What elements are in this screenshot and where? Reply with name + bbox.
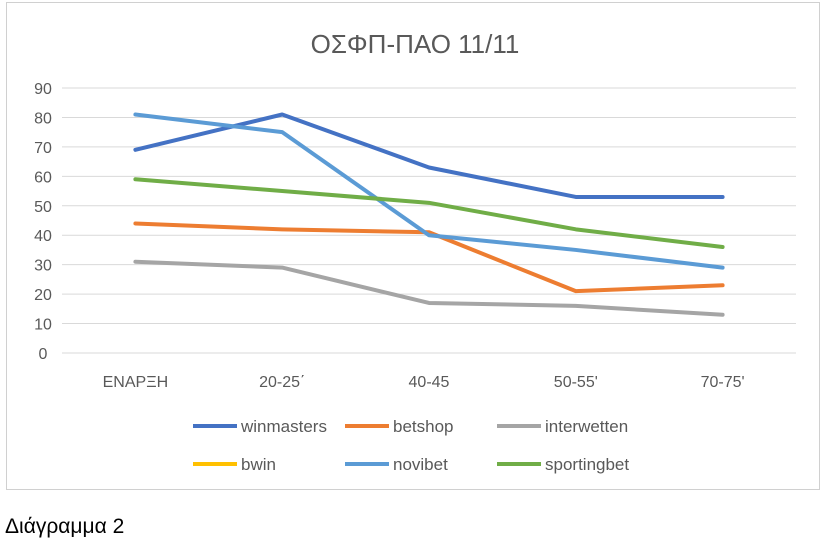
y-tick-label: 20	[34, 287, 52, 304]
x-tick-label: 70-75'	[701, 374, 745, 391]
x-axis-ticks: ΕΝΑΡΞΗ 20-25΄ 40-45 50-55' 70-75'	[103, 374, 745, 391]
y-tick-label: 30	[34, 258, 52, 275]
series-lines	[133, 112, 725, 317]
y-tick-label: 50	[34, 199, 52, 216]
y-tick-label: 90	[34, 81, 52, 98]
series-line-novibet	[133, 112, 725, 270]
y-tick-label: 60	[34, 169, 52, 186]
chart-frame: ΟΣΦΠ-ΠΑΟ 11/11 0 10 20 30 40 50 60 70 80 90 ΕΝΑΡΞ…	[6, 2, 820, 490]
series-line-interwetten	[133, 259, 725, 317]
legend-label-winmasters: winmasters	[240, 417, 327, 436]
legend-label-novibet: novibet	[393, 455, 448, 474]
series-line-sportingbet	[133, 177, 725, 249]
y-axis-ticks: 0 10 20 30 40 50 60 70 80 90	[34, 81, 52, 363]
line-chart: ΟΣΦΠ-ΠΑΟ 11/11 0 10 20 30 40 50 60 70 80 90 ΕΝΑΡΞ…	[34, 29, 796, 474]
x-tick-label: 20-25΄	[259, 374, 305, 391]
figure-caption: Διάγραμμα 2	[5, 515, 125, 538]
y-tick-label: 70	[34, 140, 52, 157]
chart-title: ΟΣΦΠ-ΠΑΟ 11/11	[311, 29, 520, 59]
x-tick-label: 50-55'	[554, 374, 598, 391]
legend-label-betshop: betshop	[393, 417, 454, 436]
y-tick-label: 80	[34, 110, 52, 127]
legend-label-sportingbet: sportingbet	[545, 455, 629, 474]
legend: winmasters betshop interwetten bwin novibet s…	[193, 417, 629, 474]
legend-label-bwin: bwin	[241, 455, 276, 474]
y-tick-label: 40	[34, 228, 52, 245]
x-tick-label: 40-45	[409, 374, 450, 391]
y-tick-label: 10	[34, 317, 52, 334]
legend-label-interwetten: interwetten	[545, 417, 628, 436]
series-line-betshop	[133, 221, 725, 294]
x-tick-label: ΕΝΑΡΞΗ	[103, 374, 169, 391]
y-tick-label: 0	[39, 346, 48, 363]
